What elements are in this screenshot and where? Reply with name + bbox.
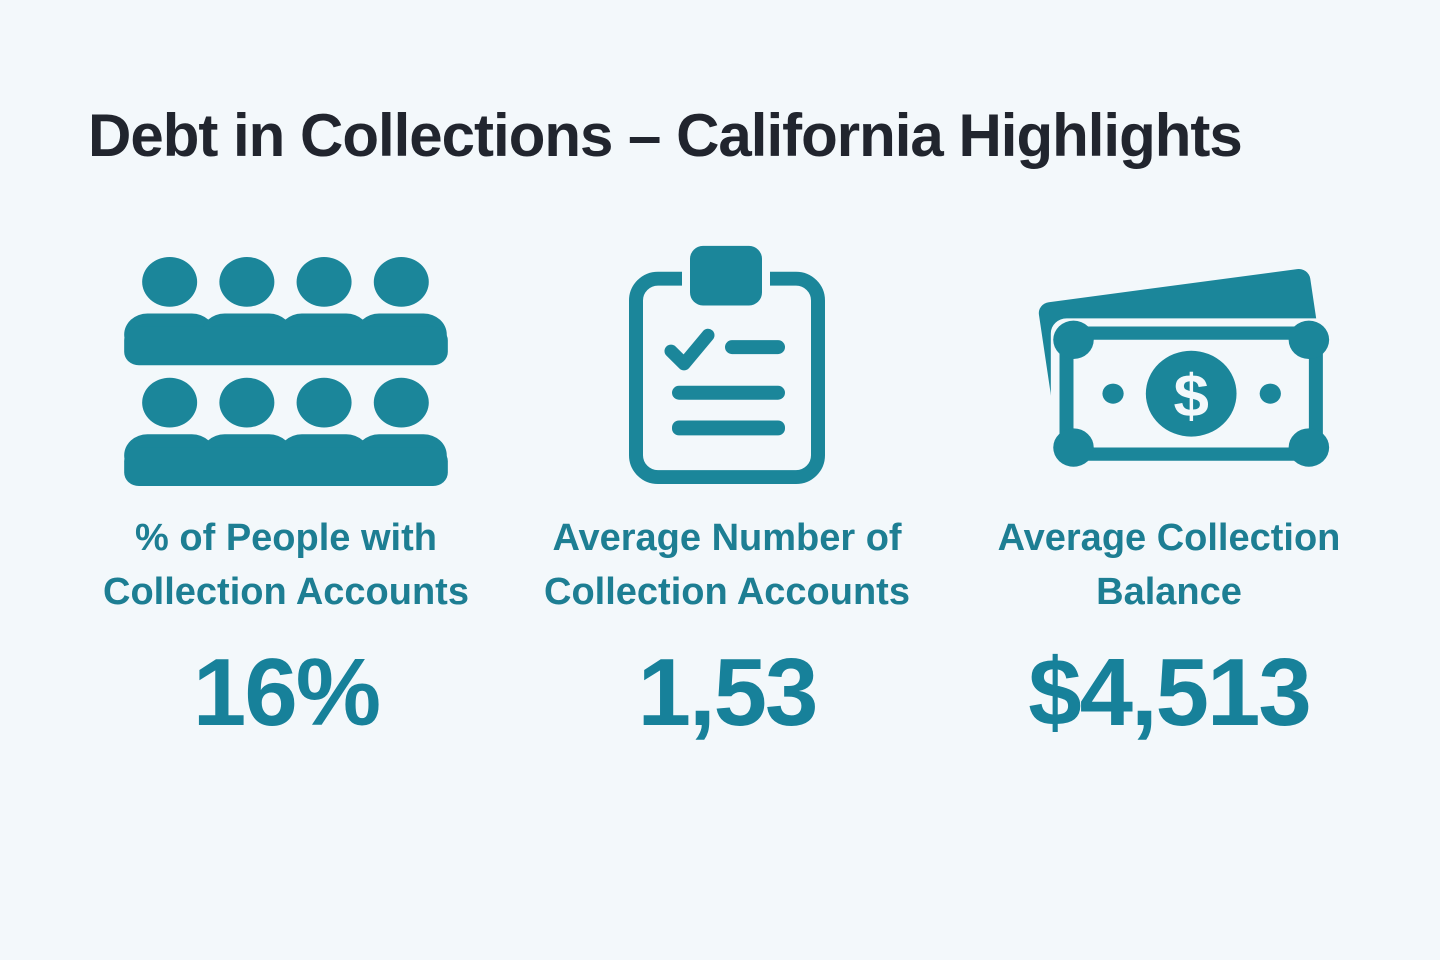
stat-label: Average Collection Balance xyxy=(950,512,1388,620)
stat-value: 1,53 xyxy=(637,638,819,746)
stat-icon-box: $ xyxy=(950,234,1388,486)
stat-label-line2: Balance xyxy=(1096,570,1242,613)
stat-card-balance: $ Average Collection Balance $4,513 xyxy=(950,234,1388,748)
stat-label-line2: Collection Accounts xyxy=(103,570,469,613)
stat-label-line1: Average Collection xyxy=(997,517,1341,559)
stat-label: % of People with Collection Accounts xyxy=(60,512,512,620)
money-bills-icon: $ xyxy=(1038,269,1332,469)
people-group-icon xyxy=(124,256,448,486)
stats-row: % of People with Collection Accounts 16% xyxy=(0,234,1440,748)
stat-value: 16% xyxy=(192,638,381,746)
stat-icon-box xyxy=(60,234,512,486)
dollar-sign-glyph: $ xyxy=(1173,363,1208,430)
stat-card-people: % of People with Collection Accounts 16% xyxy=(60,234,512,748)
stat-label-line2: Collection Accounts xyxy=(544,570,910,613)
clipboard-checklist-icon xyxy=(629,238,825,485)
stat-value: $4,513 xyxy=(1028,638,1312,746)
page-title: Debt in Collections – California Highlig… xyxy=(88,102,1243,169)
stat-label-line1: Average Number of xyxy=(552,517,902,559)
stat-icon-box xyxy=(512,234,942,486)
stat-label-line1: % of People with xyxy=(135,517,437,559)
stat-card-accounts: Average Number of Collection Accounts 1,5… xyxy=(512,234,942,748)
stat-label: Average Number of Collection Accounts xyxy=(512,512,942,620)
